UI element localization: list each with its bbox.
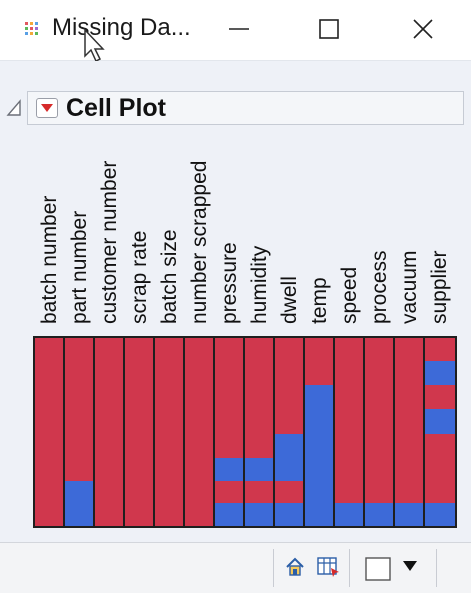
cell-column [305,338,335,526]
red-triangle-menu-button[interactable] [36,98,58,118]
missing-cell [395,503,423,526]
missing-cell [245,503,273,526]
column-label: process [368,250,391,324]
disclosure-triangle-icon[interactable] [6,99,22,117]
maximize-button[interactable] [298,0,360,58]
missing-cell [275,503,303,526]
status-bar [0,542,471,593]
column-label: speed [338,266,361,324]
missing-cell [425,360,455,385]
table-view-icon[interactable] [316,556,340,578]
cell-column [185,338,215,526]
close-icon [413,19,433,39]
not-missing-cell [125,338,153,526]
cell-column [365,338,395,526]
dropdown-arrow-icon[interactable] [402,560,418,572]
column-label: vacuum [398,250,421,324]
not-missing-cell [245,338,273,526]
column-label: dwell [278,276,301,324]
window-titlebar[interactable]: Missing Da... [0,0,471,63]
not-missing-cell [215,338,243,526]
close-button[interactable] [392,0,454,58]
minimize-button[interactable] [208,0,270,58]
missing-cell [425,409,455,434]
missing-cell [65,480,93,526]
not-missing-cell [275,338,303,526]
minimize-icon [229,28,249,30]
missing-cell [365,503,393,526]
cell-column [35,338,65,526]
cell-column [125,338,155,526]
cell-column [275,338,305,526]
status-separator [273,549,274,587]
home-icon[interactable] [284,556,306,578]
window-square-icon[interactable] [364,556,392,582]
missing-cell [215,458,243,481]
not-missing-cell [335,338,363,526]
column-label: scrap rate [128,230,151,324]
column-label: batch size [158,229,181,324]
outline-title: Cell Plot [66,93,167,122]
status-separator [349,549,350,587]
column-label: humidity [248,245,271,324]
cell-column [215,338,245,526]
data-table-icon [25,22,38,35]
column-label: temp [308,277,331,324]
not-missing-cell [155,338,183,526]
outline-box-header[interactable]: Cell Plot [27,91,464,125]
cell-column [395,338,425,526]
not-missing-cell [185,338,213,526]
missing-cell [245,458,273,481]
column-label: pressure [218,242,241,324]
red-triangle-menu-icon [41,104,53,112]
not-missing-cell [35,338,63,526]
column-label: part number [68,210,91,324]
maximize-icon [319,19,339,39]
missing-cell [215,503,243,526]
missing-cell [335,503,363,526]
status-separator [436,549,437,587]
missing-cell [425,503,455,526]
report-content: Cell Plot batch number part number custome… [0,61,471,542]
column-label: supplier [428,250,451,324]
cell-column [155,338,185,526]
column-label: number scrapped [188,160,211,324]
cell-column [245,338,275,526]
column-label: batch number [38,195,61,324]
not-missing-cell [95,338,123,526]
window-title: Missing Da... [52,14,191,41]
missing-cell [305,385,333,526]
not-missing-cell [365,338,393,526]
cell-column [65,338,95,526]
cell-plot-grid [33,336,457,528]
cell-column [335,338,365,526]
cell-plot: batch number part number customer number sc… [33,141,457,531]
cell-column [425,338,455,526]
not-missing-cell [395,338,423,526]
column-label: customer number [98,160,121,324]
missing-cell [275,433,303,481]
cell-column [95,338,125,526]
